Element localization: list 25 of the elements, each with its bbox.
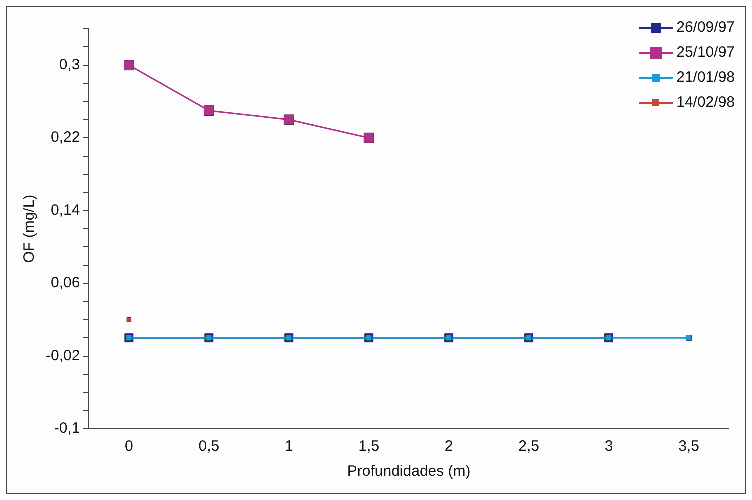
x-tick-label: 1,5 <box>358 438 380 456</box>
point <box>686 335 692 342</box>
point <box>284 114 294 126</box>
y-tick-label: 0,06 <box>50 274 80 292</box>
x-tick-label: 0,5 <box>198 438 220 456</box>
legend-label: 14/02/98 <box>676 93 735 113</box>
x-axis-title: Profundidades (m) <box>347 463 471 480</box>
y-tick-label: -0,1 <box>54 420 80 438</box>
x-tick-label: 3 <box>604 438 614 456</box>
point <box>204 106 214 116</box>
x-tick-label: 0 <box>125 438 134 456</box>
x-tick-label: 2,5 <box>518 438 540 456</box>
x-tick-label: 3,5 <box>678 438 700 456</box>
legend-label: 26/09/97 <box>676 18 735 38</box>
y-tick-label: 0,3 <box>59 56 80 74</box>
y-tick-label: 0,22 <box>50 129 80 146</box>
point <box>124 60 134 71</box>
point <box>364 132 374 144</box>
y-tick-label: 0,14 <box>50 202 80 219</box>
y-axis-title: OF (mg/L) <box>21 194 38 264</box>
x-tick-label: 1 <box>284 438 294 456</box>
legend-label: 25/10/97 <box>676 43 735 63</box>
y-tick-label: -0,02 <box>46 347 80 364</box>
legend-label: 21/01/98 <box>676 68 735 88</box>
x-tick-label: 2 <box>444 438 454 456</box>
